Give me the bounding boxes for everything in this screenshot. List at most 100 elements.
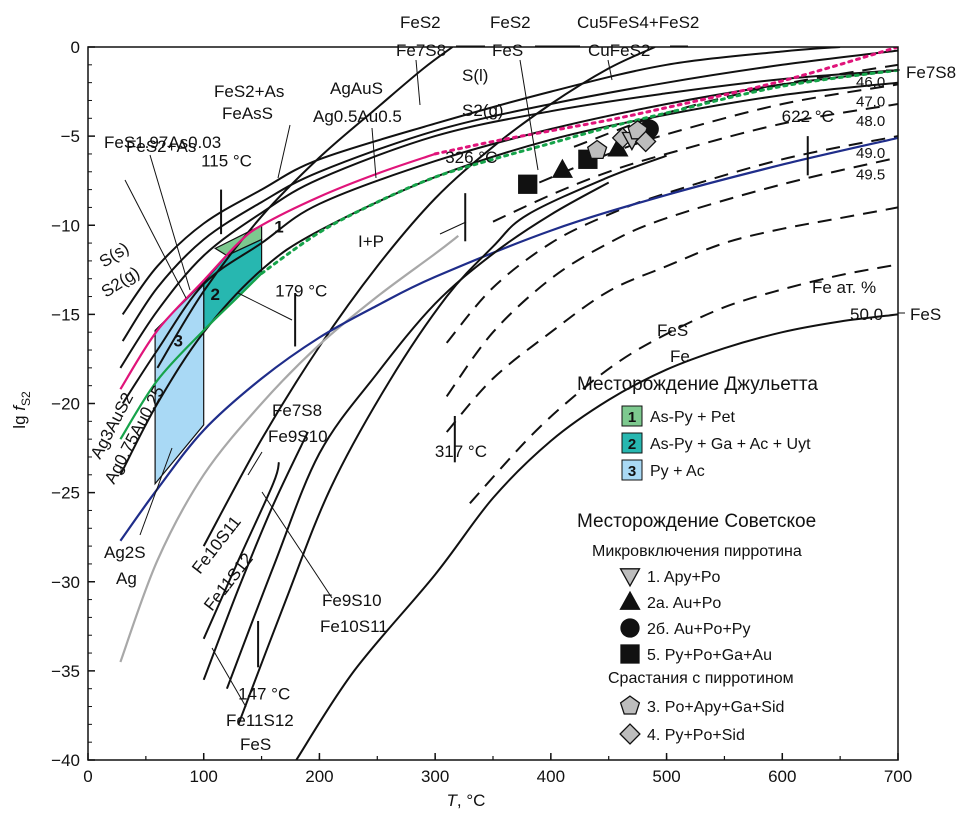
curve-10	[119, 272, 263, 440]
label-cu5fes4: Cu5FeS4+FeS2	[577, 13, 699, 32]
label-fe7s8-right: Fe7S8	[906, 63, 956, 82]
temp-label-2: 326 °C	[445, 148, 497, 167]
region-3	[154, 280, 205, 486]
y-axis-label: lg fS2	[10, 391, 33, 429]
label-fes-val: 50.0	[850, 305, 883, 324]
dashed-isopleth-5	[445, 206, 898, 433]
dashed-isopleth-2	[492, 103, 898, 223]
legend-subtitle-intergrowths: Срастания с пирротином	[608, 670, 794, 687]
y-tick-label: 0	[71, 38, 80, 57]
label-fes-e: FeS	[240, 735, 271, 754]
curve-4	[202, 47, 656, 547]
marker-triangle-1	[551, 158, 574, 178]
legend-title-sovetskoe: Месторождение Советское	[577, 511, 816, 532]
x-tick-label: 500	[652, 767, 680, 786]
label-fes2-b: FeS2	[490, 13, 531, 32]
label-ag05au05: Ag0.5Au0.5	[313, 107, 402, 126]
legend-item-text: Py + Ac	[650, 463, 705, 480]
field-regions: 1 2 3	[154, 217, 284, 486]
curve-7	[119, 235, 459, 663]
temp-label-5: 147 °C	[238, 684, 290, 703]
curve-16	[237, 154, 667, 725]
x-tick-label: 100	[190, 767, 218, 786]
legend-item-text: 4. Py+Po+Sid	[647, 727, 745, 744]
label-ip: I+P	[358, 232, 384, 251]
legend-item-text: 5. Py+Po+Ga+Au	[647, 647, 772, 664]
y-tick-label: −20	[51, 395, 80, 414]
x-tick-label: 300	[421, 767, 449, 786]
label-fes2-as-top: FeS2+As	[214, 82, 284, 101]
curve-0	[121, 47, 841, 315]
legend-item-text: As-Py + Ga + Ac + Uyt	[650, 436, 811, 453]
curve-17	[295, 313, 898, 760]
label-agaus: AgAuS	[330, 79, 383, 98]
isopleth-label-2: 48.0	[856, 113, 885, 130]
marker-square-0	[518, 174, 538, 194]
curve-2	[119, 69, 898, 369]
legend-marker-square	[620, 644, 640, 664]
label-fe9s10-d: Fe9S10	[322, 591, 382, 610]
label-fes197: FeS1.97As0.03	[104, 133, 221, 152]
axes: 46.0 47.0 48.0 49.0 49.5 0 100 200 300 400 500 600 7…	[51, 38, 912, 786]
label-fes2-as-left: FeS2+As	[126, 137, 196, 156]
curve-1	[121, 49, 898, 342]
y-tick-label: −35	[51, 662, 80, 681]
dashed-isopleth-3	[445, 135, 898, 344]
y-tick-label: −5	[61, 127, 80, 146]
label-s2g-right: S2(g)	[462, 101, 504, 120]
region-label-2: 2	[211, 285, 220, 304]
curve-3	[156, 47, 454, 369]
legend-marker-diamond	[619, 723, 641, 745]
label-fe-main: Fe	[670, 347, 690, 366]
x-tick-label: 200	[305, 767, 333, 786]
label-s-l: S(l)	[462, 66, 488, 85]
label-fes2-a: FeS2	[400, 13, 441, 32]
y-tick-label: −30	[51, 573, 80, 592]
y-tick-label: −10	[51, 216, 80, 235]
legend-swatch-3	[621, 459, 643, 481]
x-tick-label: 700	[884, 767, 912, 786]
legend-swatch-2	[621, 432, 643, 454]
temp-label-3: 622 °C	[782, 107, 834, 126]
curve-8	[119, 136, 898, 542]
isopleth-label-3: 49.0	[856, 145, 885, 162]
legend-swatch-1	[621, 405, 643, 427]
curve-15	[225, 181, 610, 690]
x-tick-label: 400	[537, 767, 565, 786]
temp-label-1: 179 °C	[275, 282, 327, 301]
label-fes-main: FeS	[657, 321, 688, 340]
label-fe10s11-d: Fe10S11	[320, 617, 388, 636]
curve-14	[202, 431, 309, 681]
label-ag2s: Ag2S	[104, 543, 146, 562]
label-fe7s8-b: Fe7S8	[272, 401, 322, 420]
legend: Месторождение Джульетта 1 As-Py + Pet 2 As-…	[577, 374, 818, 745]
dashed-isopleth-4	[445, 156, 898, 397]
legend-title-juliet: Месторождение Джульетта	[577, 374, 818, 395]
region-label-3: 3	[174, 331, 183, 350]
legend-marker-triangle-down	[619, 568, 641, 588]
legend-marker-pentagon	[619, 695, 641, 715]
legend-num-3: 3	[628, 463, 636, 480]
legend-marker-circle	[620, 618, 640, 638]
dashed-isopleth-6	[469, 263, 898, 504]
curve-9	[119, 152, 436, 390]
label-fe7s8-a: Fe7S8	[396, 41, 446, 60]
x-tick-label: 600	[768, 767, 796, 786]
legend-marker-triangle	[619, 590, 641, 610]
label-fe-at: Fe ат. %	[812, 278, 876, 297]
curve-11	[260, 68, 898, 275]
isopleth-label-0: 46.0	[856, 74, 885, 91]
sample-markers	[518, 119, 659, 194]
legend-item-text: As-Py + Pet	[650, 409, 735, 426]
curve-13	[202, 462, 280, 640]
legend-item-text: 1. Apy+Po	[647, 569, 720, 586]
label-cufes2: CuFeS2	[588, 41, 650, 60]
y-tick-label: −15	[51, 305, 80, 324]
label-fe11s12-e: Fe11S12	[226, 711, 294, 730]
legend-item-text: 2б. Au+Po+Py	[647, 621, 750, 638]
y-tick-label: −25	[51, 484, 80, 503]
region-label-1: 1	[274, 217, 283, 236]
legend-num-2: 2	[628, 436, 636, 453]
leader-lines	[124, 45, 905, 708]
